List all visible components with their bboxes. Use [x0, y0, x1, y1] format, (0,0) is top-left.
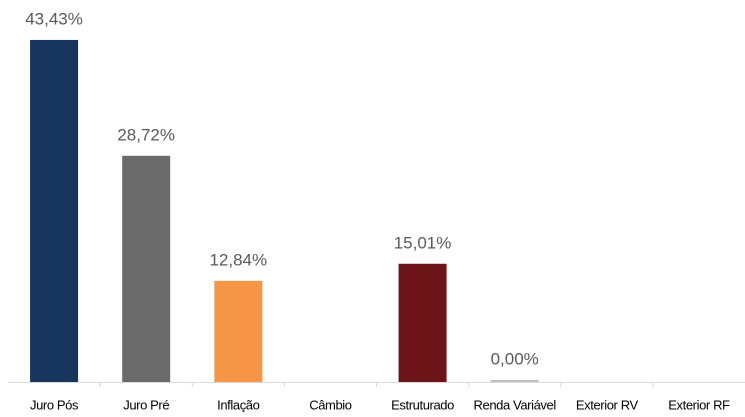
value-label: 12,84%: [209, 250, 267, 269]
value-label: 0,00%: [491, 349, 539, 368]
bar: [398, 263, 447, 382]
bar: [122, 155, 171, 382]
x-tick-label: Renda Variável: [474, 397, 557, 412]
x-tick-label: Exterior RF: [668, 397, 730, 412]
x-tick-label: Estruturado: [391, 397, 454, 412]
x-tick-label: Juro Pré: [123, 397, 169, 412]
x-tick-label: Juro Pós: [30, 397, 79, 412]
bar: [490, 380, 539, 382]
x-tick-label: Câmbio: [309, 397, 352, 412]
bar: [214, 280, 263, 382]
value-label: 28,72%: [117, 125, 175, 144]
x-tick-label: Exterior RV: [576, 397, 639, 412]
bar: [30, 39, 79, 382]
value-label: 43,43%: [25, 9, 83, 28]
x-tick-label: Inflação: [217, 397, 260, 412]
value-label: 15,01%: [394, 233, 452, 252]
